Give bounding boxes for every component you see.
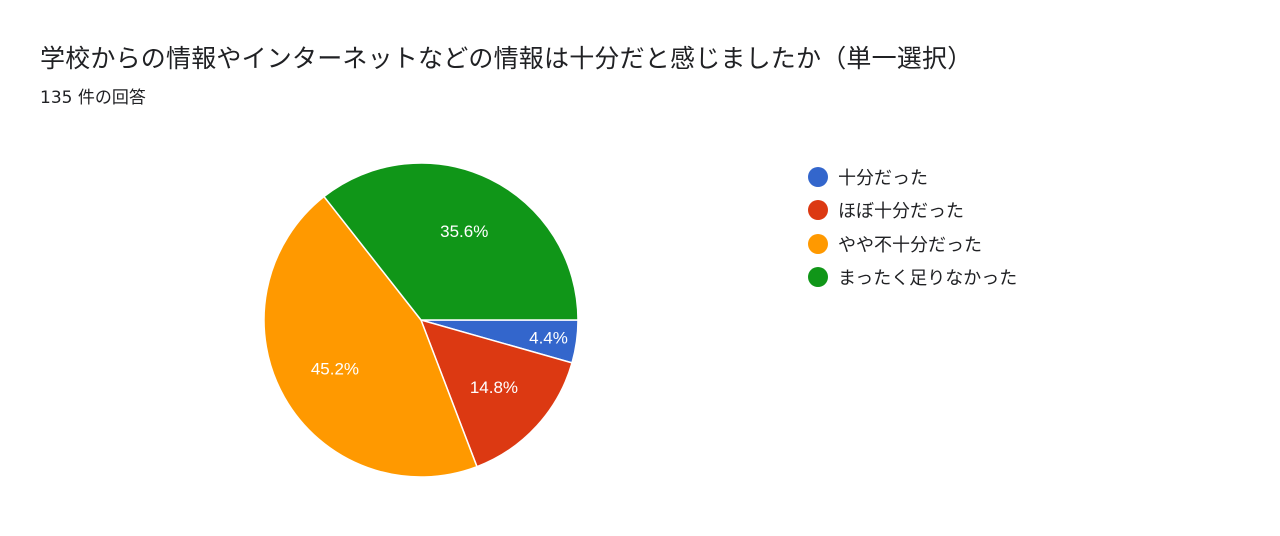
slice-percent-label: 4.4% bbox=[529, 329, 568, 348]
slice-percent-label: 35.6% bbox=[440, 222, 488, 241]
legend-dot-icon bbox=[808, 166, 828, 187]
legend-dot-icon bbox=[808, 233, 828, 254]
pie-slice[interactable] bbox=[263, 195, 478, 478]
legend-item[interactable]: ほぼ十分だった bbox=[808, 194, 1017, 228]
legend-item[interactable]: まったく足りなかった bbox=[808, 261, 1017, 295]
legend-item[interactable]: 十分だった bbox=[808, 160, 1017, 194]
slice-percent-label: 45.2% bbox=[311, 360, 359, 379]
pie-slice[interactable] bbox=[322, 162, 579, 321]
legend-label: やや不十分だった bbox=[838, 234, 982, 256]
response-count: 135 件の回答 bbox=[40, 88, 146, 108]
legend: 十分だった ほぼ十分だった やや不十分だった まったく足りなかった bbox=[808, 160, 1017, 294]
legend-dot-icon bbox=[808, 200, 828, 221]
slice-percent-label: 14.8% bbox=[470, 378, 518, 397]
legend-dot-icon bbox=[808, 267, 828, 288]
pie-slice-labels: 4.4% 14.8% 45.2% 35.6% bbox=[311, 222, 568, 397]
legend-label: まったく足りなかった bbox=[838, 268, 1018, 290]
legend-label: ほぼ十分だった bbox=[838, 201, 964, 223]
legend-item[interactable]: やや不十分だった bbox=[808, 227, 1017, 261]
pie-slice[interactable] bbox=[419, 318, 573, 468]
pie-slices bbox=[263, 162, 579, 478]
chart-title: 学校からの情報やインターネットなどの情報は十分だと感じましたか（単一選択） bbox=[40, 44, 973, 73]
legend-label: 十分だった bbox=[838, 167, 928, 189]
